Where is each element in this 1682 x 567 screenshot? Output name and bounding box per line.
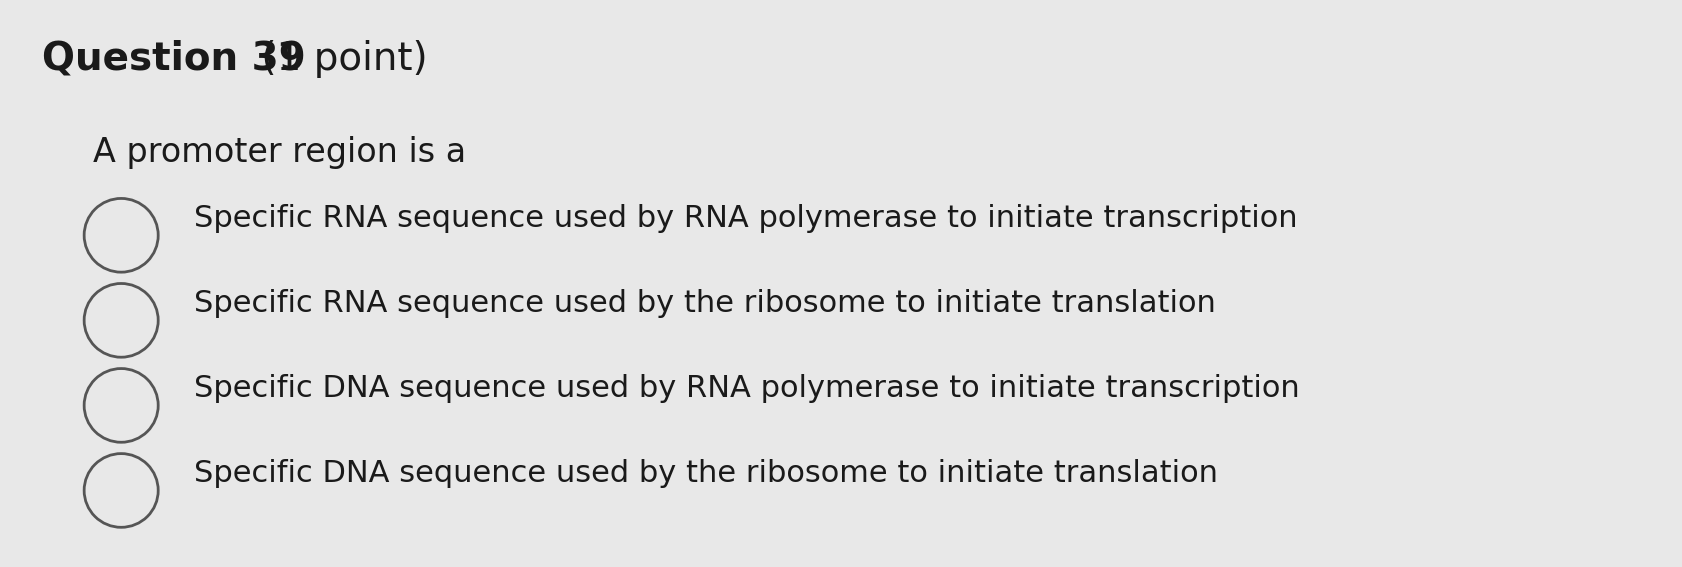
Text: (1 point): (1 point): [249, 40, 427, 78]
Text: Specific RNA sequence used by the ribosome to initiate translation: Specific RNA sequence used by the riboso…: [193, 289, 1214, 318]
Text: Specific DNA sequence used by the ribosome to initiate translation: Specific DNA sequence used by the riboso…: [193, 459, 1216, 488]
Text: A promoter region is a: A promoter region is a: [93, 136, 466, 169]
Text: Specific DNA sequence used by RNA polymerase to initiate transcription: Specific DNA sequence used by RNA polyme…: [193, 374, 1299, 403]
Text: Specific RNA sequence used by RNA polymerase to initiate transcription: Specific RNA sequence used by RNA polyme…: [193, 204, 1297, 233]
Text: Question 39: Question 39: [42, 40, 306, 78]
